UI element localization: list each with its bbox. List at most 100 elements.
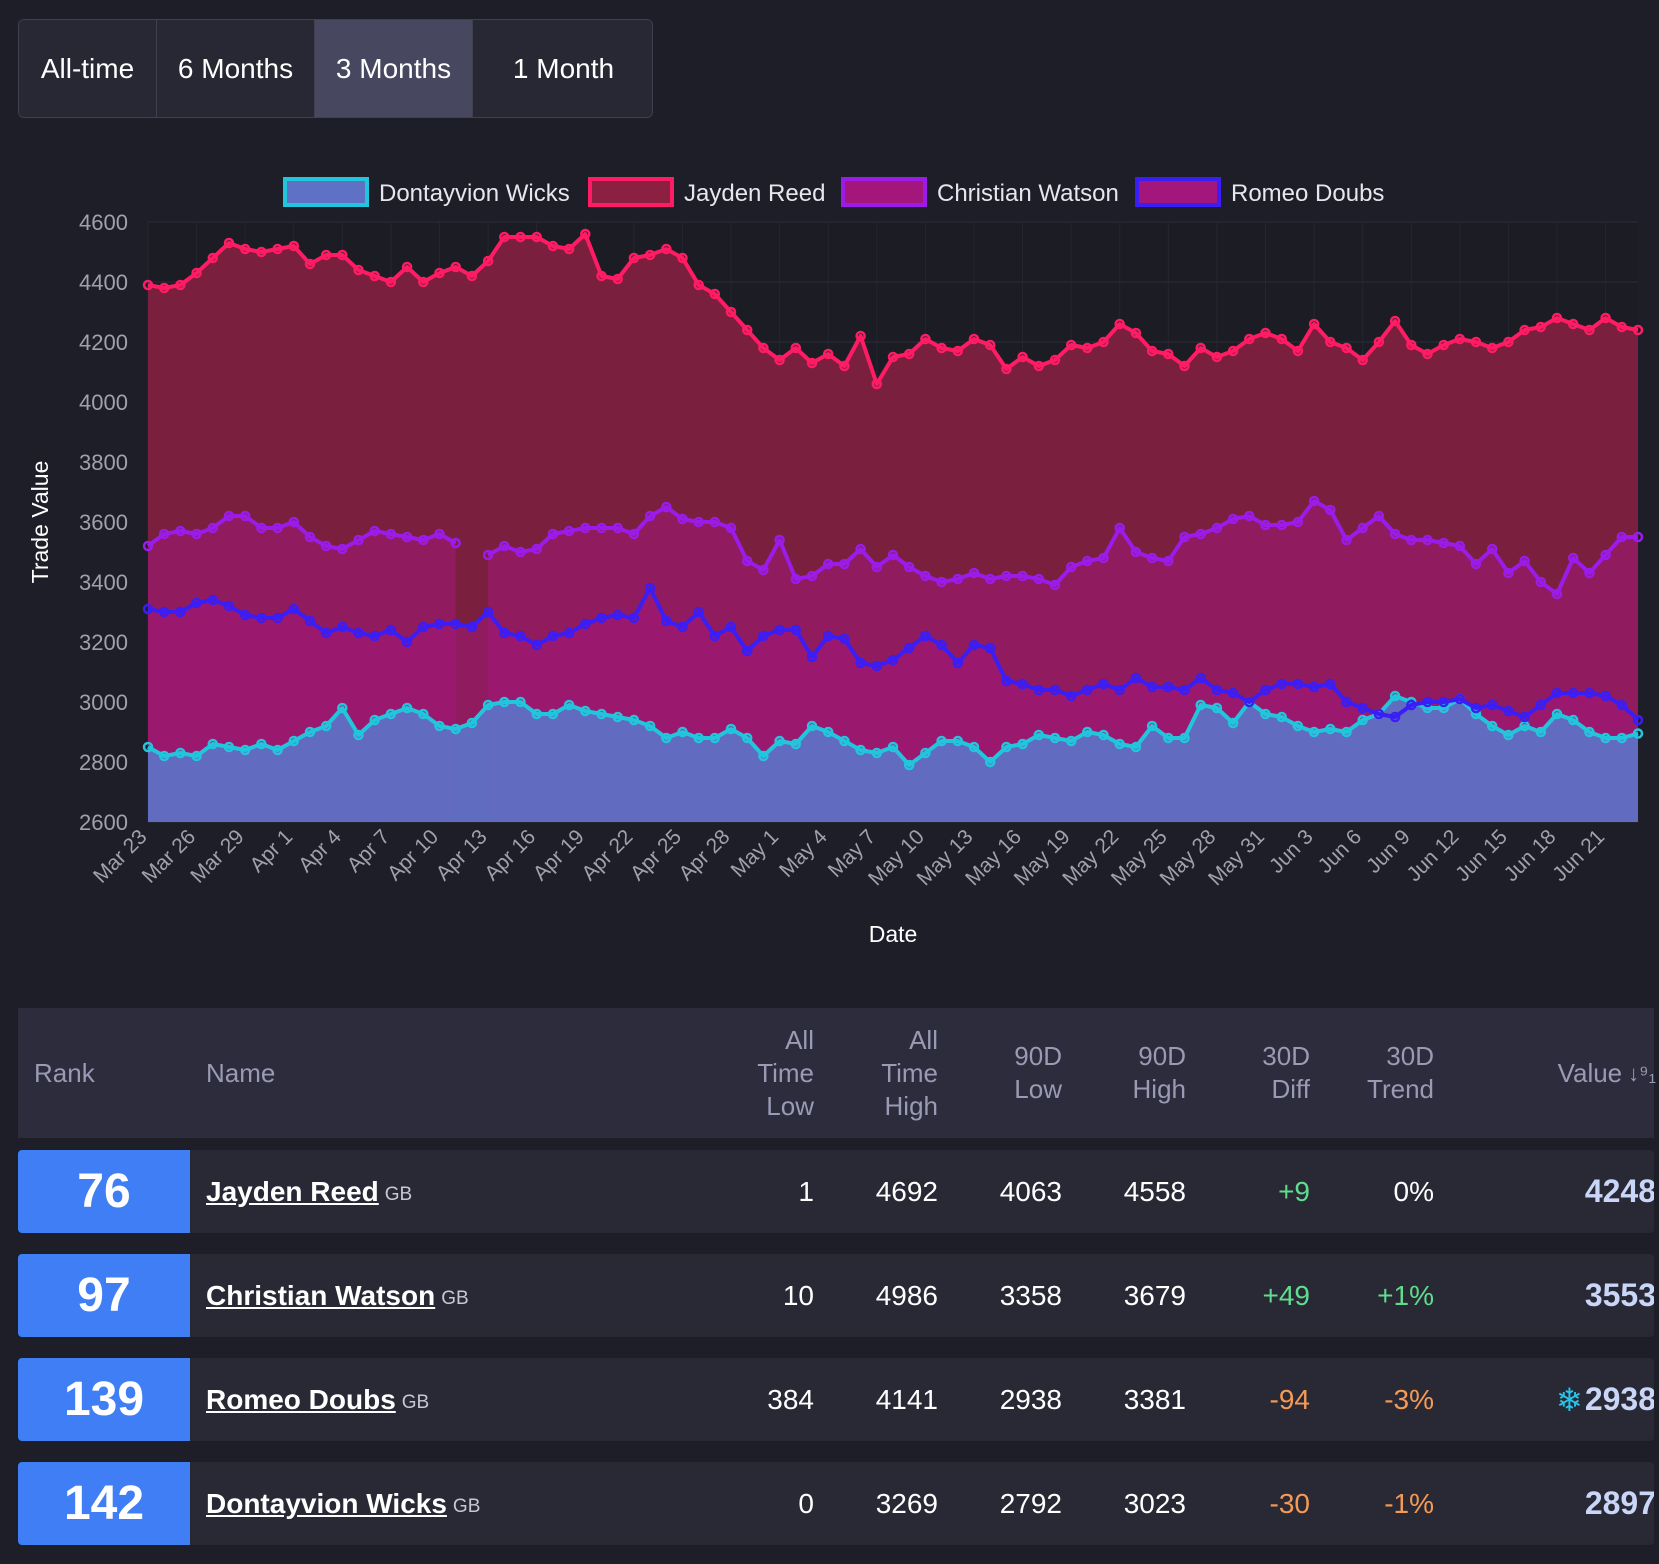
point-jayden-reed xyxy=(1065,339,1077,351)
point-christian-watson xyxy=(725,522,737,534)
point-jayden-reed xyxy=(628,252,640,264)
legend-item-jayden-reed[interactable]: Jayden Reed xyxy=(588,177,825,207)
player-name-link[interactable]: Christian Watson xyxy=(206,1279,436,1311)
point-christian-watson xyxy=(1082,555,1093,567)
point-romeo-doubs xyxy=(1567,687,1579,699)
point-romeo-doubs xyxy=(418,621,429,633)
90d-low-cell: 2938 xyxy=(999,1383,1062,1415)
point-christian-watson xyxy=(1519,555,1530,567)
point-romeo-doubs xyxy=(1001,675,1012,687)
x-tick-label: Apr 28 xyxy=(675,825,735,885)
range-3-months-button[interactable]: 3 Months xyxy=(315,20,473,117)
header-90d-high[interactable]: 90D High xyxy=(1132,1041,1186,1104)
x-tick-label: Jun 3 xyxy=(1265,825,1318,878)
point-romeo-doubs xyxy=(1341,696,1352,708)
point-christian-watson xyxy=(1130,546,1142,558)
point-christian-watson xyxy=(1244,510,1255,522)
y-tick-label: 4400 xyxy=(79,270,128,295)
point-christian-watson xyxy=(1195,528,1206,540)
player-name-cell: Dontayvion Wicks GB xyxy=(206,1462,480,1545)
point-romeo-doubs xyxy=(1616,699,1628,711)
y-tick-label: 4000 xyxy=(79,390,128,415)
point-romeo-doubs xyxy=(871,660,883,672)
player-name-link[interactable]: Romeo Doubs xyxy=(206,1383,396,1415)
header-rank[interactable]: Rank xyxy=(34,1057,95,1088)
point-romeo-doubs xyxy=(887,654,899,666)
point-romeo-doubs xyxy=(984,642,996,654)
point-romeo-doubs xyxy=(596,612,607,624)
point-romeo-doubs xyxy=(320,627,332,639)
value-cell: ❄ 2938 xyxy=(1438,1358,1654,1441)
point-romeo-doubs xyxy=(1292,678,1304,690)
point-christian-watson xyxy=(1503,567,1514,579)
point-dontayvion-wicks xyxy=(1341,726,1352,738)
header-30d-trend[interactable]: 30D Trend xyxy=(1367,1041,1434,1104)
header-value[interactable]: Value ↓⁹₁ xyxy=(1557,1057,1656,1088)
point-dontayvion-wicks xyxy=(547,708,559,720)
legend-item-romeo-doubs[interactable]: Romeo Doubs xyxy=(1135,177,1384,207)
header-all-time-low[interactable]: All Time Low xyxy=(757,1024,814,1121)
legend-item-dontayvion-wicks[interactable]: Dontayvion Wicks xyxy=(283,177,570,207)
point-jayden-reed xyxy=(1082,342,1093,354)
point-christian-watson xyxy=(434,528,445,540)
point-dontayvion-wicks xyxy=(531,708,542,720)
point-romeo-doubs xyxy=(1470,702,1482,714)
point-dontayvion-wicks xyxy=(401,702,413,714)
point-christian-watson xyxy=(547,528,559,540)
legend-swatch xyxy=(283,177,369,207)
y-tick-label: 3400 xyxy=(79,570,128,595)
header-all-time-high[interactable]: All Time High xyxy=(881,1024,938,1121)
point-dontayvion-wicks xyxy=(1584,726,1595,738)
point-dontayvion-wicks xyxy=(1114,738,1125,750)
all-time-high-cell: 4986 xyxy=(875,1279,938,1311)
point-jayden-reed xyxy=(1179,360,1190,372)
point-christian-watson xyxy=(320,540,332,552)
point-jayden-reed xyxy=(1325,336,1336,348)
point-dontayvion-wicks xyxy=(223,741,235,753)
point-dontayvion-wicks xyxy=(1486,720,1498,732)
legend-label: Jayden Reed xyxy=(684,180,825,207)
point-christian-watson xyxy=(1470,558,1482,570)
range-all-time-button[interactable]: All-time xyxy=(19,20,157,117)
y-tick-label: 3600 xyxy=(79,510,128,535)
point-romeo-doubs xyxy=(482,606,494,618)
point-dontayvion-wicks xyxy=(1082,726,1093,738)
point-christian-watson xyxy=(806,570,818,582)
header-30d-diff[interactable]: 30D Diff xyxy=(1262,1041,1310,1104)
range-6-months-button[interactable]: 6 Months xyxy=(157,20,315,117)
point-jayden-reed xyxy=(984,339,996,351)
player-name-link[interactable]: Dontayvion Wicks xyxy=(206,1487,447,1519)
point-dontayvion-wicks xyxy=(207,738,219,750)
point-dontayvion-wicks xyxy=(256,738,267,750)
player-name-cell: Jayden Reed GB xyxy=(206,1150,412,1233)
header-name[interactable]: Name xyxy=(206,1057,276,1088)
point-dontayvion-wicks xyxy=(871,747,883,759)
y-tick-label: 3000 xyxy=(79,690,128,715)
point-romeo-doubs xyxy=(1179,684,1190,696)
point-romeo-doubs xyxy=(790,624,802,636)
point-dontayvion-wicks xyxy=(1017,738,1028,750)
point-christian-watson xyxy=(1567,552,1579,564)
player-name-link[interactable]: Jayden Reed xyxy=(206,1175,379,1207)
point-dontayvion-wicks xyxy=(1211,702,1223,714)
header-90d-low[interactable]: 90D Low xyxy=(1014,1041,1062,1104)
legend-item-christian-watson[interactable]: Christian Watson xyxy=(841,177,1119,207)
point-christian-watson xyxy=(903,561,915,573)
point-dontayvion-wicks xyxy=(984,756,996,768)
point-christian-watson xyxy=(839,558,850,570)
point-romeo-doubs xyxy=(1422,696,1433,708)
point-christian-watson xyxy=(223,510,235,522)
point-jayden-reed xyxy=(790,342,802,354)
point-romeo-doubs xyxy=(353,627,364,639)
point-jayden-reed xyxy=(1001,363,1012,375)
x-tick-label: Apr 1 xyxy=(246,825,298,877)
table-row: 97 Christian Watson GB 10 4986 3358 3679 +49 +1%… xyxy=(18,1254,1654,1337)
point-jayden-reed xyxy=(1114,318,1125,330)
point-jayden-reed xyxy=(596,270,607,282)
point-romeo-doubs xyxy=(661,615,672,627)
range-1-month-button[interactable]: 1 Month xyxy=(473,20,652,117)
sort-descending-icon[interactable]: ↓⁹₁ xyxy=(1628,1060,1656,1086)
point-christian-watson xyxy=(1146,552,1158,564)
team-label: GB xyxy=(401,1391,430,1413)
point-jayden-reed xyxy=(1227,345,1239,357)
